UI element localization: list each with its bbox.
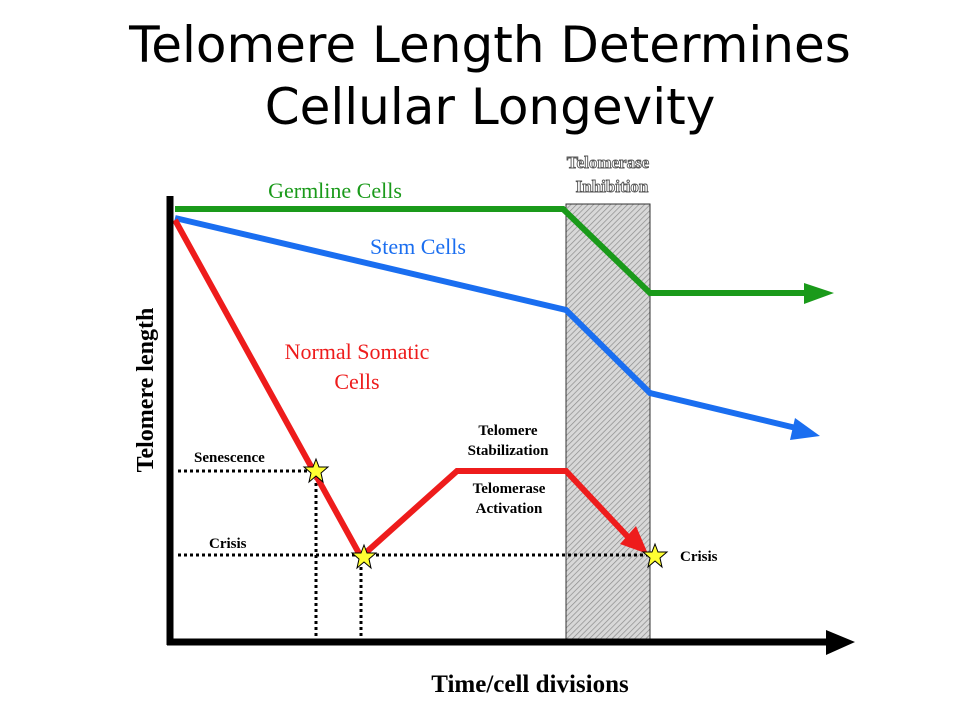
germline-curve [175,206,808,296]
stem-curve [174,215,797,431]
x-axis-arrowhead [826,630,855,655]
somatic-curve [172,218,631,562]
title-line-1: Telomere Length Determines [129,16,851,74]
title-line-2: Cellular Longevity [264,78,716,136]
crisis-star-left [350,543,378,570]
activation-label-line-2: Activation [476,501,543,517]
inhibition-label-line-1: Telomerase [567,153,650,172]
crisis-star-right [641,542,669,569]
activation-label-line-1: Telomerase [473,481,546,497]
somatic-label-line-1: Normal Somatic [285,339,430,364]
somatic-label-line-2: Cells [334,369,379,394]
germline-arrowhead [804,283,834,304]
stabilization-label-line-1: Telomere [478,423,537,439]
dotted-guides [178,469,655,640]
inhibition-label-line-2: Inhibition [576,177,649,196]
slide-title: Telomere Length Determines Cellular Long… [0,14,960,138]
senescence-star [302,457,330,484]
stem-label: Stem Cells [370,234,466,259]
x-axis-label: Time/cell divisions [431,671,629,698]
stabilization-label-line-2: Stabilization [468,443,550,459]
y-axis-label: Telomere length [133,308,159,473]
germline-label: Germline Cells [268,178,402,203]
stem-arrowhead [790,418,820,440]
senescence-label: Senescence [194,450,265,466]
somatic-arrowhead [620,526,648,554]
inhibition-band [565,203,651,641]
crisis-label-right: Crisis [680,549,718,565]
crisis-label-left: Crisis [209,536,247,552]
